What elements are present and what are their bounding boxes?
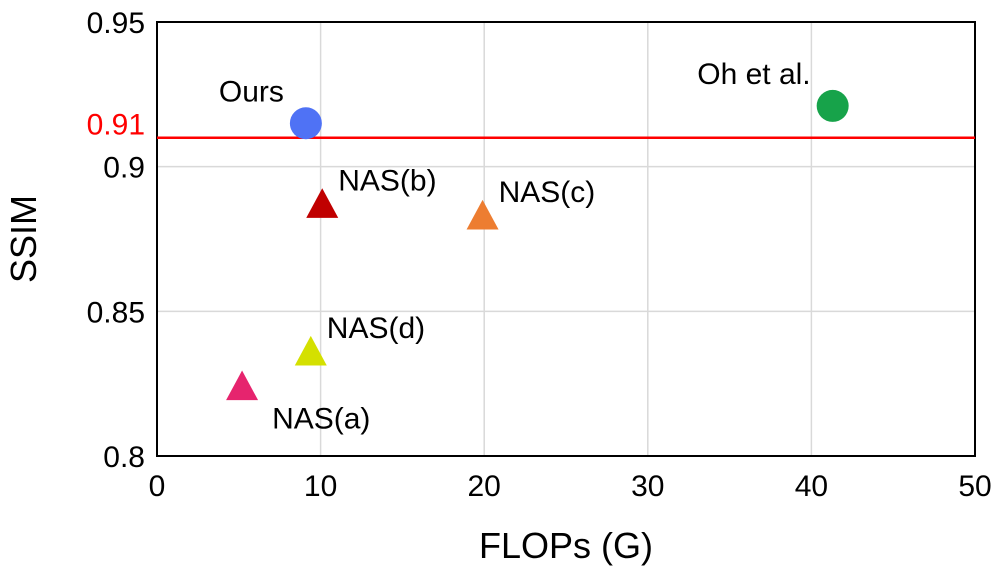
x-tick-label: 50 [958, 470, 991, 503]
data-point-triangle [294, 335, 327, 366]
x-tick-label: 40 [795, 470, 828, 503]
data-point-triangle [466, 199, 499, 230]
x-tick-label: 10 [304, 470, 337, 503]
x-axis-ticks: 0 10 20 30 40 50 [149, 470, 992, 503]
point-labels: Ours Oh et al. NAS(a) NAS(b) NAS(c) NAS(d) [219, 58, 811, 436]
data-point-triangle [306, 188, 339, 218]
data-points [226, 89, 849, 401]
point-label: NAS(c) [499, 176, 596, 209]
y-axis-ticks: 0.8 0.85 0.9 0.95 [87, 7, 145, 474]
x-axis-title: FLOPs (G) [479, 525, 653, 566]
point-label: NAS(a) [272, 403, 370, 436]
data-point-circle [289, 107, 322, 140]
y-tick-label: 0.9 [103, 152, 145, 185]
point-label: NAS(d) [327, 312, 425, 345]
point-label: Oh et al. [697, 58, 810, 91]
x-tick-label: 30 [631, 470, 664, 503]
point-label: Ours [219, 75, 284, 108]
data-point-triangle [226, 370, 259, 401]
reference-line-label: 0.91 [87, 109, 145, 142]
x-tick-label: 20 [468, 470, 501, 503]
y-tick-label: 0.8 [103, 441, 145, 474]
data-point-circle [816, 89, 849, 122]
point-label: NAS(b) [338, 164, 436, 197]
x-tick-label: 0 [149, 470, 166, 503]
y-tick-label: 0.95 [87, 7, 145, 40]
plot-frame [156, 21, 976, 457]
y-axis-title: SSIM [3, 195, 44, 283]
y-tick-label: 0.85 [87, 296, 145, 329]
reference-line-group: 0.91 [87, 109, 975, 142]
